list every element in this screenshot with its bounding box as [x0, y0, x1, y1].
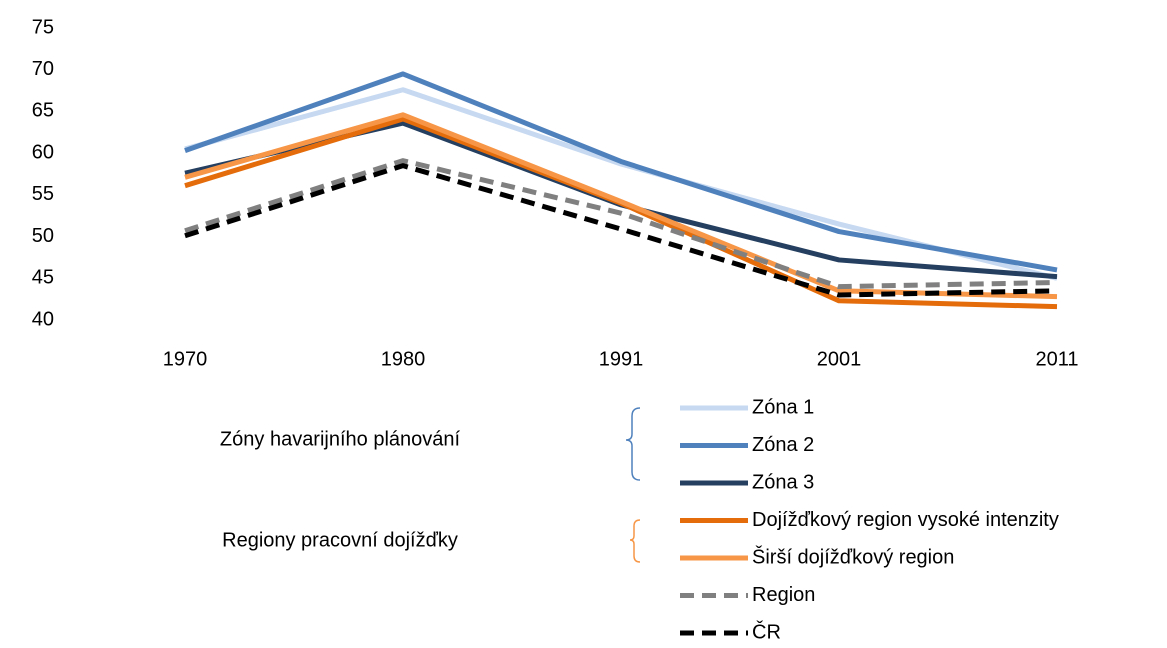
legend-group-label: Regiony pracovní dojížďky — [222, 529, 458, 551]
y-tick-label: 75 — [32, 16, 54, 38]
legend-label: Zóna 1 — [752, 396, 814, 418]
legend-brace — [629, 519, 641, 563]
x-tick-label: 1980 — [381, 348, 426, 370]
legend-brace — [625, 407, 641, 481]
y-tick-label: 40 — [32, 308, 54, 330]
y-tick-label: 50 — [32, 225, 54, 247]
legend-label: Region — [752, 584, 815, 606]
x-tick-label: 2011 — [1035, 348, 1078, 370]
x-tick-label: 1970 — [163, 348, 208, 370]
y-tick-label: 65 — [32, 100, 54, 122]
y-tick-label: 70 — [32, 58, 54, 80]
x-tick-label: 1991 — [599, 348, 644, 370]
legend-label: Dojížďkový region vysoké intenzity — [752, 509, 1059, 531]
legend-label: ČR — [752, 620, 781, 643]
series-line — [184, 87, 1058, 281]
legend-label: Zóna 2 — [752, 434, 814, 456]
legend-label: Širší dojížďkový region — [752, 545, 954, 568]
legend-group-label: Zóny havarijního plánování — [220, 428, 461, 450]
series-line — [184, 158, 1058, 290]
y-tick-label: 55 — [32, 183, 54, 205]
series-line — [184, 71, 1058, 273]
y-tick-label: 45 — [32, 267, 54, 289]
legend-label: Zóna 3 — [752, 471, 814, 493]
y-tick-label: 60 — [32, 141, 54, 163]
x-tick-label: 2001 — [817, 348, 862, 370]
series-line — [184, 163, 1058, 298]
